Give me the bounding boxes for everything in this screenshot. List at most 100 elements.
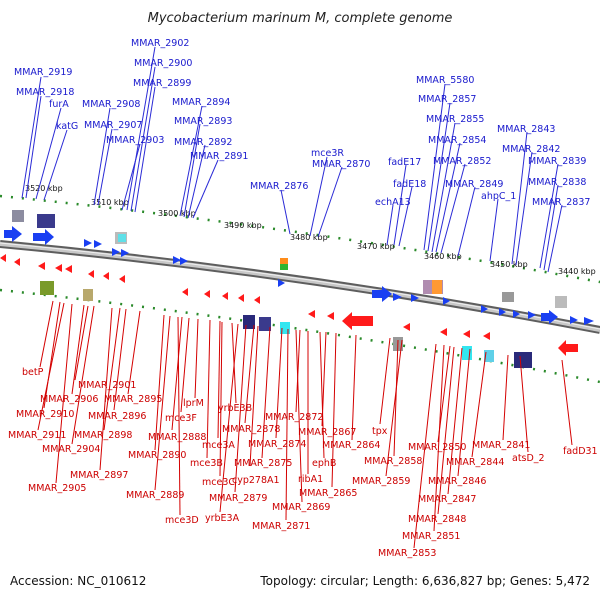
gene-label-mmar-2850: MMAR_2850 (408, 442, 466, 453)
gene-label-mmar-2890: MMAR_2890 (128, 450, 186, 461)
gene-label-mce3f: mce3F (165, 413, 197, 424)
gene-label-mmar-2855: MMAR_2855 (426, 114, 484, 125)
map-title: Mycobacterium marinum M, complete genome (148, 11, 453, 26)
gene-label-mmar-2879: MMAR_2879 (209, 493, 267, 504)
gene-label-mmar-2898: MMAR_2898 (74, 430, 132, 441)
gene-label-katg: katG (56, 121, 78, 132)
genome-summary-text: Topology: circular; Length: 6,636,827 bp… (259, 574, 590, 588)
gene-label-fadd31: fadD31 (563, 446, 598, 457)
gene-label-mmar-2859: MMAR_2859 (352, 476, 410, 487)
gene-label-mmar-2869: MMAR_2869 (272, 502, 330, 513)
scale-label-3500: 3500 kbp (158, 209, 196, 218)
gene-label-mmar-2865: MMAR_2865 (299, 488, 357, 499)
gene-label-mmar-2858: MMAR_2858 (364, 456, 422, 467)
scale-label-3440: 3440 kbp (558, 267, 596, 276)
gene-label-riba1: ribA1 (298, 474, 323, 485)
gene-label-mmar-2848: MMAR_2848 (408, 514, 466, 525)
gene-label-mmar-2906: MMAR_2906 (40, 394, 98, 405)
gene-label-mce3c: mce3C (202, 477, 235, 488)
gene-label-mmar-2870: MMAR_2870 (312, 159, 370, 170)
accession-text: Accession: NC_010612 (10, 574, 146, 588)
scale-label-3460: 3460 kbp (424, 252, 462, 261)
gene-label-mmar-2896: MMAR_2896 (88, 411, 146, 422)
gene-label-mmar-2876: MMAR_2876 (250, 181, 308, 192)
gene-label-mmar-2875: MMAR_2875 (234, 458, 292, 469)
gene-label-mmar-2843: MMAR_2843 (497, 124, 555, 135)
gene-label-mmar-2852: MMAR_2852 (433, 156, 491, 167)
gene-label-yrbe3b: yrbE3B (218, 403, 252, 414)
gene-label-mmar-2908: MMAR_2908 (82, 99, 140, 110)
gene-label-lprm: lprM (183, 398, 204, 409)
gene-label-mmar-2844: MMAR_2844 (446, 457, 504, 468)
scale-label-3520: 3520 kbp (25, 184, 63, 193)
gene-label-mmar-2851: MMAR_2851 (402, 531, 460, 542)
gene-label-mmar-2892: MMAR_2892 (174, 137, 232, 148)
gene-label-mmar-2893: MMAR_2893 (174, 116, 232, 127)
gene-label-echa13: echA13 (375, 197, 411, 208)
gene-label-mmar-2867: MMAR_2867 (298, 427, 356, 438)
gene-label-mmar-2864: MMAR_2864 (322, 440, 380, 451)
gene-label-mmar-2891: MMAR_2891 (190, 151, 248, 162)
gene-label-mmar-2911: MMAR_2911 (8, 430, 66, 441)
gene-label-yrbe3a: yrbE3A (205, 513, 240, 524)
gene-label-mce3a: mce3A (202, 440, 235, 451)
gene-label-mmar-2878: MMAR_2878 (222, 424, 280, 435)
gene-label-mce3d: mce3D (165, 515, 199, 526)
gene-label-cyp278a1: cyp278A1 (232, 475, 280, 486)
gene-label-mmar-2900: MMAR_2900 (134, 58, 192, 69)
gene-label-mmar-2889: MMAR_2889 (126, 490, 184, 501)
forward-genes (4, 226, 594, 325)
gene-label-mmar-2847: MMAR_2847 (418, 494, 476, 505)
gene-label-mmar-2853: MMAR_2853 (378, 548, 436, 559)
gene-label-mmar-2854: MMAR_2854 (428, 135, 486, 146)
gene-label-mmar-2838: MMAR_2838 (528, 177, 586, 188)
gene-label-mmar-2888: MMAR_2888 (148, 432, 206, 443)
gene-label-fade17: fadE17 (388, 157, 421, 168)
forward-leader-lines (21, 46, 563, 273)
gene-label-betp: betP (22, 367, 44, 378)
gene-label-mce3b: mce3B (190, 458, 223, 469)
gene-label-mmar-2857: MMAR_2857 (418, 94, 476, 105)
reverse-leader-lines (37, 300, 573, 549)
gene-label-atsd-2: atsD_2 (512, 453, 545, 464)
gene-label-fura: furA (49, 99, 69, 110)
gene-label-mmar-2839: MMAR_2839 (528, 156, 586, 167)
reverse-gene-labels: betP MMAR_2901 MMAR_2906 MMAR_2895 MMAR_… (8, 367, 598, 559)
gene-label-mmar-5580: MMAR_5580 (416, 75, 474, 86)
gene-label-mmar-2842: MMAR_2842 (502, 144, 560, 155)
gene-label-mmar-2871: MMAR_2871 (252, 521, 310, 532)
gene-label-tpx: tpx (372, 426, 388, 437)
genome-backbone (0, 240, 600, 334)
gene-label-mmar-2841: MMAR_2841 (472, 440, 530, 451)
gene-label-mmar-2897: MMAR_2897 (70, 470, 128, 481)
gene-label-mmar-2872: MMAR_2872 (265, 412, 323, 423)
gene-label-mmar-2846: MMAR_2846 (428, 476, 486, 487)
scale-labels: 3520 kbp 3510 kbp 3500 kbp 3490 kbp 3480… (25, 184, 596, 276)
scale-label-3450: 3450 kbp (490, 260, 528, 269)
gene-label-mmar-2903: MMAR_2903 (106, 135, 164, 146)
scale-label-3470: 3470 kbp (357, 242, 395, 251)
gene-label-mmar-2907: MMAR_2907 (84, 120, 142, 131)
reverse-genes (0, 254, 578, 356)
forward-gene-labels: MMAR_2919 MMAR_2918 furA katG MMAR_2908 … (14, 38, 590, 208)
gene-label-mmar-2895: MMAR_2895 (104, 394, 162, 405)
gene-label-mmar-2904: MMAR_2904 (42, 444, 100, 455)
gene-label-mmar-2901: MMAR_2901 (78, 380, 136, 391)
gene-label-mmar-2837: MMAR_2837 (532, 197, 590, 208)
gene-label-mce3r: mce3R (311, 148, 344, 159)
gene-label-mmar-2894: MMAR_2894 (172, 97, 230, 108)
gene-label-ahpc-1: ahpC_1 (481, 191, 516, 202)
gene-label-mmar-2899: MMAR_2899 (133, 78, 191, 89)
gene-label-mmar-2919: MMAR_2919 (14, 67, 72, 78)
gene-label-fade18: fadE18 (393, 179, 426, 190)
gene-label-mmar-2849: MMAR_2849 (445, 179, 503, 190)
scale-label-3490: 3490 kbp (224, 221, 262, 230)
scale-label-3510: 3510 kbp (91, 198, 129, 207)
gene-label-mmar-2918: MMAR_2918 (16, 87, 74, 98)
gene-label-mmar-2902: MMAR_2902 (131, 38, 189, 49)
gene-label-mmar-2905: MMAR_2905 (28, 483, 86, 494)
gene-label-mmar-2874: MMAR_2874 (248, 439, 306, 450)
feature-blocks (12, 210, 567, 368)
